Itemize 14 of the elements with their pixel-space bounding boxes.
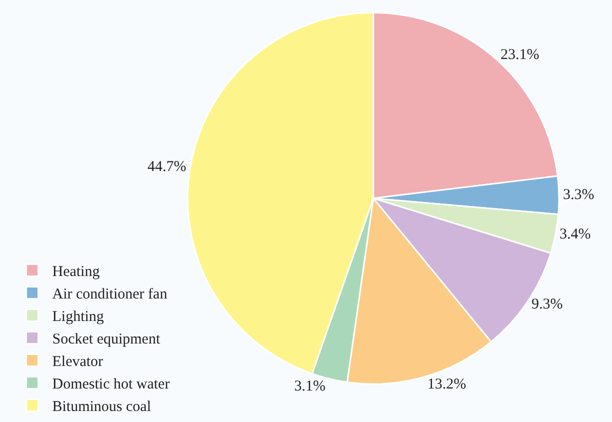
legend-label: Bituminous coal <box>52 399 151 416</box>
legend-label: Socket equipment <box>52 332 161 348</box>
data-label: 13.2% <box>427 376 466 393</box>
legend-label: Lighting <box>52 309 104 326</box>
data-label: 3.3% <box>562 187 594 204</box>
legend-label: Air conditioner fan <box>52 286 168 303</box>
data-label: 3.4% <box>560 226 591 242</box>
data-label: 44.7% <box>148 159 186 176</box>
legend-label: Domestic hot water <box>52 376 170 393</box>
legend-label: Elevator <box>52 354 104 370</box>
data-label: 9.3% <box>531 296 563 312</box>
data-label: 3.1% <box>294 378 326 394</box>
data-label: 23.1% <box>500 46 540 63</box>
legend-label: Heating <box>52 264 100 280</box>
